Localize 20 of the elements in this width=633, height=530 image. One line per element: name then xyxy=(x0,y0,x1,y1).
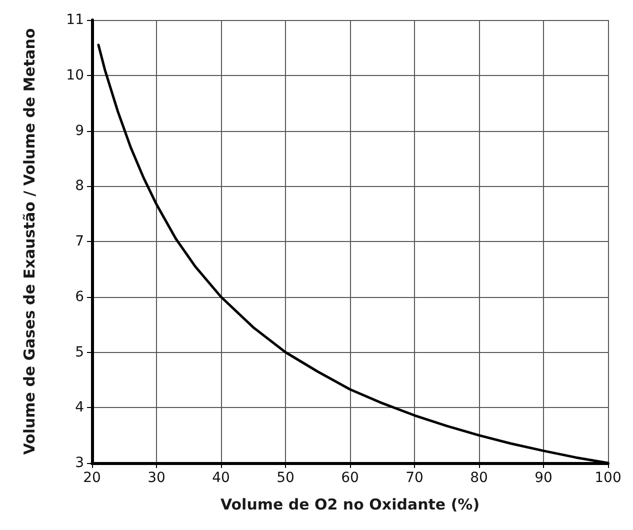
x-axis-title: Volume de O2 no Oxidante (%) xyxy=(220,496,480,514)
y-tick-label: 3 xyxy=(75,455,84,471)
y-tick-label: 11 xyxy=(66,12,84,28)
x-tick-label: 70 xyxy=(406,470,424,486)
x-tick-label: 60 xyxy=(341,470,359,486)
x-tick-label: 20 xyxy=(83,470,101,486)
y-tick-label: 8 xyxy=(75,178,84,194)
x-tick-label: 30 xyxy=(148,470,166,486)
x-tick-label: 50 xyxy=(276,470,294,486)
y-tick-label: 7 xyxy=(75,234,84,250)
x-tick-label: 80 xyxy=(470,470,488,486)
y-tick-label: 5 xyxy=(75,344,84,360)
x-tick-label: 40 xyxy=(212,470,230,486)
y-tick-label: 4 xyxy=(75,400,84,416)
y-axis-title: Volume de Gases de Exaustão / Volume de Metano xyxy=(20,28,38,455)
y-tick-label: 6 xyxy=(75,288,84,305)
y-tick-label: 9 xyxy=(75,122,84,139)
x-tick-label: 90 xyxy=(534,470,552,486)
y-tick-label: 10 xyxy=(66,67,84,84)
x-tick-label: 100 xyxy=(594,470,622,486)
